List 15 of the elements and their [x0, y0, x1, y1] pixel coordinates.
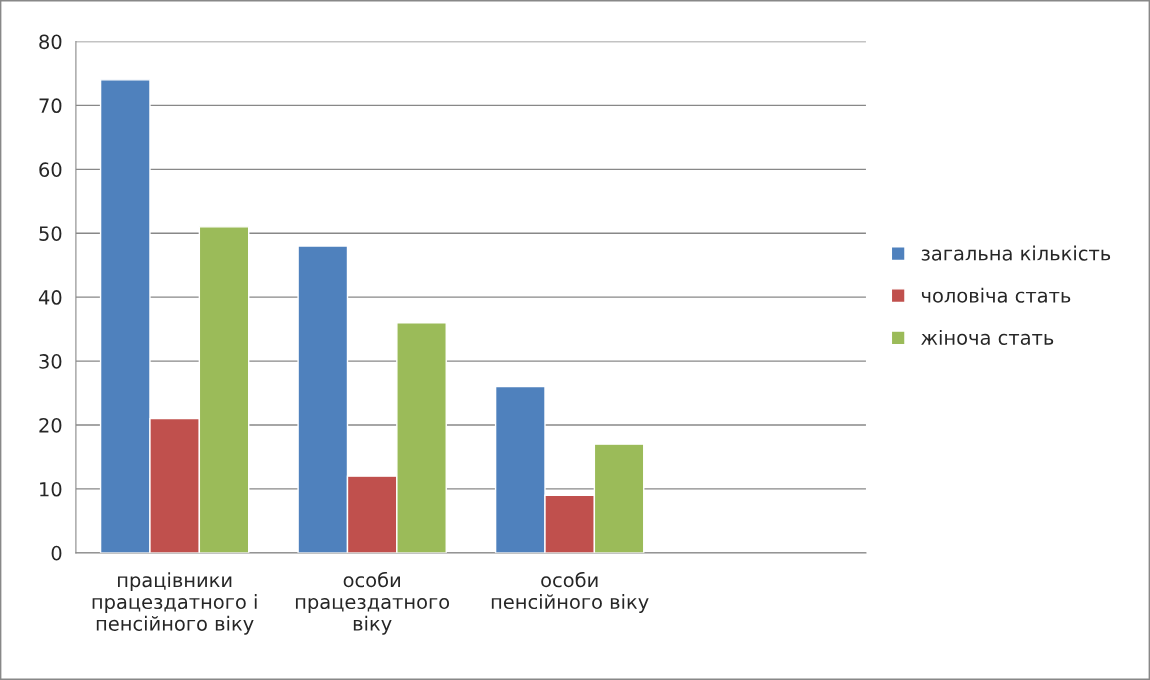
x-tick-label: особи пенсійного віку	[491, 571, 649, 613]
legend-label: загальна кількість	[921, 245, 1111, 261]
y-tick-label: 60	[39, 162, 62, 177]
y-tick-label: 40	[38, 290, 62, 305]
legend-label: жіноча стать	[921, 329, 1054, 345]
y-tick-label: 0	[51, 545, 62, 561]
y-tick-label: 30	[39, 354, 62, 369]
y-tick-label: 20	[39, 417, 62, 433]
x-tick-label: особи працездатного віку	[295, 571, 450, 635]
y-tick-label: 10	[40, 481, 62, 497]
legend-label: чоловіча стать	[921, 287, 1071, 303]
y-tick-label: 50	[39, 226, 62, 241]
y-tick-label: 80	[39, 34, 62, 50]
y-tick-label: 70	[39, 98, 62, 114]
x-tick-label: працівники працездатного і пенсійного віку	[92, 572, 257, 635]
